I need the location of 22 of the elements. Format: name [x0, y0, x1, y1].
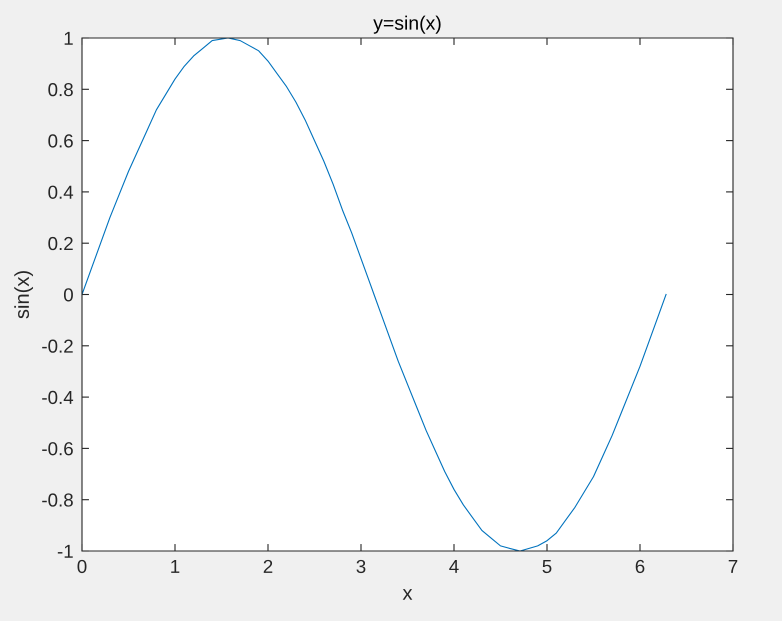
chart-title: y=sin(x): [373, 16, 441, 34]
y-tick-label: -0.6: [42, 442, 73, 456]
y-tick-label: -0.8: [42, 493, 73, 507]
y-tick-label: 1: [64, 32, 73, 45]
y-tick-label: -0.2: [42, 340, 73, 353]
y-tick-label: -0.4: [42, 390, 74, 404]
y-axis-title: sin(x): [14, 271, 34, 319]
y-tick-label: -1: [58, 544, 73, 558]
x-tick-label: 0: [78, 560, 86, 574]
y-tick-label: 0.6: [48, 134, 73, 148]
y-tick-label: 0: [64, 288, 73, 302]
x-tick-label: 2: [264, 560, 272, 573]
x-tick-label: 5: [542, 560, 552, 574]
x-tick-label: 4: [449, 560, 459, 573]
y-tick-label: 0.2: [48, 236, 73, 250]
x-tick-label: 7: [728, 560, 738, 573]
x-axis-title: x: [402, 589, 412, 600]
x-tick-label: 1: [171, 560, 180, 573]
y-tick-label: 0.8: [48, 83, 73, 96]
x-tick-label: 6: [636, 560, 644, 574]
x-tick-label: 3: [356, 560, 366, 574]
y-tick-label: 0.4: [48, 186, 74, 199]
